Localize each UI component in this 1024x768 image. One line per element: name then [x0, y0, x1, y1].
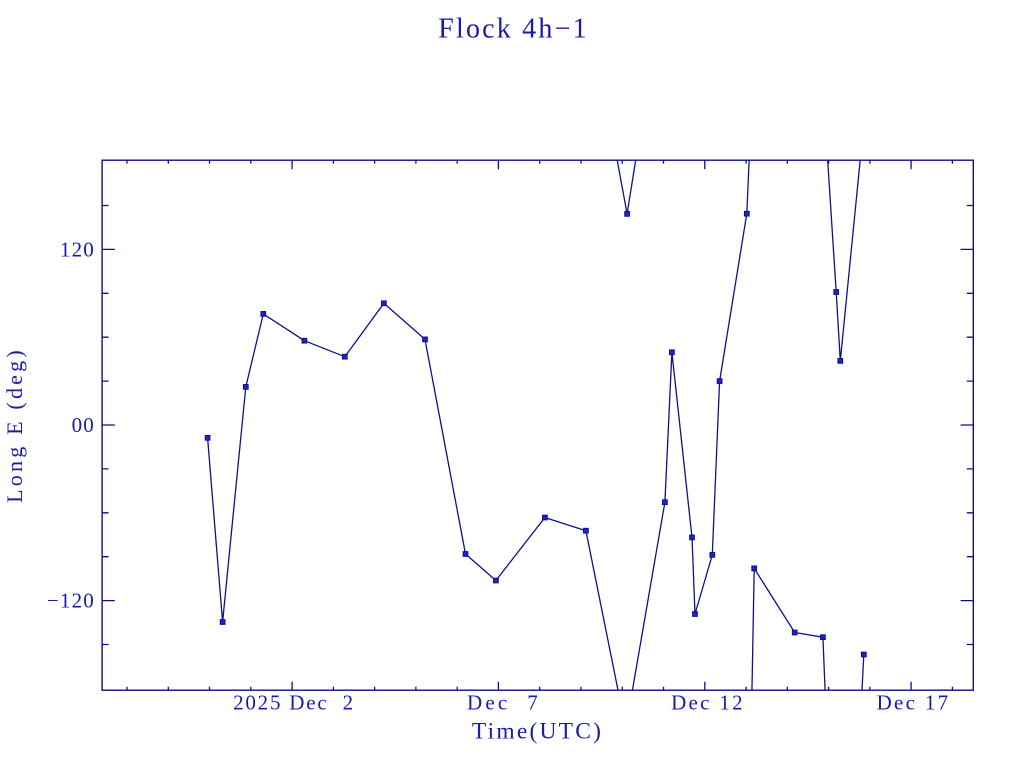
svg-text:Dec 12: Dec 12	[671, 691, 745, 715]
svg-text:Dec 7: Dec 7	[467, 691, 541, 715]
svg-text:Flock 4h−1: Flock 4h−1	[438, 14, 589, 45]
svg-text:120: 120	[60, 237, 95, 261]
svg-text:2025 Dec 2: 2025 Dec 2	[233, 691, 355, 715]
svg-text:Long E (deg): Long E (deg)	[2, 347, 27, 503]
svg-text:Dec 17: Dec 17	[877, 691, 951, 715]
svg-text:Time(UTC): Time(UTC)	[472, 718, 603, 744]
svg-text:−120: −120	[47, 589, 95, 613]
svg-text:00: 00	[72, 413, 95, 437]
